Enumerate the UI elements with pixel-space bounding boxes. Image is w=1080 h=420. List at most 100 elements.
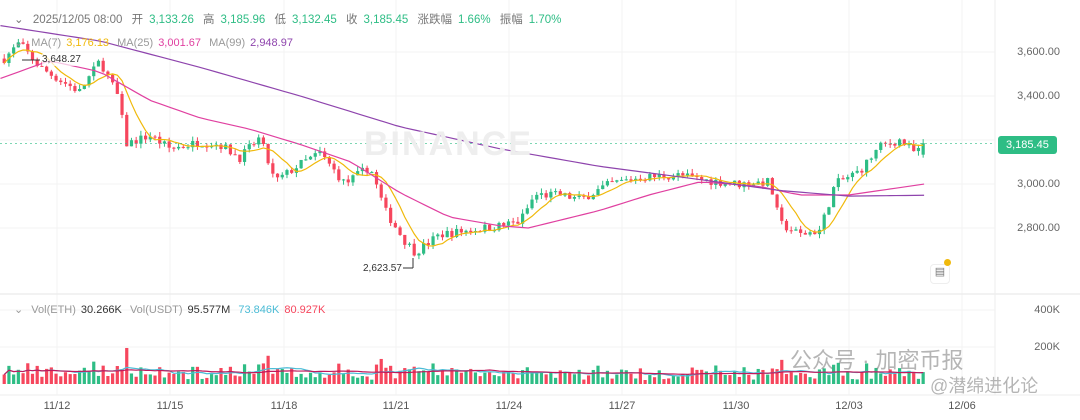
volume-bar <box>313 377 317 384</box>
date-label: 12/06 <box>948 400 976 412</box>
volume-bar <box>49 367 53 384</box>
candle-body <box>49 71 53 76</box>
candle-body <box>643 180 647 182</box>
volume-bar <box>450 368 454 384</box>
volume-bar <box>431 363 435 384</box>
volume-bar <box>327 374 331 384</box>
candle-body <box>63 82 68 84</box>
volume-bar <box>624 370 628 384</box>
volume-bar <box>30 373 35 384</box>
candle-body <box>21 42 25 44</box>
volume-bar <box>502 371 506 384</box>
overlay-watermark: 公众号 · 加密币报 <box>790 348 964 373</box>
volume-bar <box>784 374 789 384</box>
candle-body <box>652 174 657 178</box>
candle-body <box>615 180 619 182</box>
volume-bar <box>464 370 468 384</box>
volume-bar <box>657 370 661 384</box>
volume-bar <box>799 372 803 384</box>
candle-body <box>294 168 298 173</box>
volume-bar <box>582 379 586 384</box>
chevron-down-icon[interactable]: ⌄ <box>14 304 24 316</box>
candle-body <box>784 220 789 231</box>
volume-bar <box>770 368 774 384</box>
volume-bar <box>115 366 119 384</box>
candle-body <box>676 173 680 177</box>
volume-bar <box>897 368 902 384</box>
vol-usdt-value: 95.577M <box>187 304 231 316</box>
candle-body <box>228 144 233 155</box>
volume-bar <box>916 378 921 384</box>
candle-body <box>134 140 138 144</box>
notes-button[interactable]: ▤ <box>930 264 950 284</box>
volume-bar <box>459 372 463 384</box>
candle-body <box>417 253 421 256</box>
volume-bar <box>525 367 529 384</box>
volume-bar <box>723 374 727 384</box>
volume-bar <box>7 365 11 384</box>
volume-bar <box>817 369 822 384</box>
volume-bar <box>35 365 39 384</box>
volume-bar <box>308 372 313 384</box>
candle-body <box>794 229 798 231</box>
candle-body <box>832 187 836 208</box>
volume-bar <box>16 369 20 384</box>
volume-bar <box>2 374 6 384</box>
binance-watermark: BINANCE <box>364 125 533 163</box>
low-marker: 2,623.57 <box>363 263 402 274</box>
change-value: 1.66% <box>457 14 491 26</box>
volume-bar <box>370 379 374 384</box>
candle-body <box>275 173 280 178</box>
candle-body <box>657 174 661 178</box>
date-label: 11/24 <box>495 400 523 412</box>
overlay-watermark: @潜绵进化论 <box>930 376 1039 396</box>
candle-body <box>582 195 586 197</box>
volume-bar <box>63 372 68 384</box>
candle-body <box>398 227 402 235</box>
volume-bar <box>167 372 171 384</box>
volume-bar <box>766 374 770 384</box>
volume-bar <box>483 372 487 384</box>
candle-body <box>181 146 185 148</box>
candle-body <box>469 230 473 233</box>
volume-legend: ⌄ Vol(ETH) 30.266K Vol(USDT) 95.577M 73.84… <box>14 303 330 316</box>
volume-bar <box>652 377 657 384</box>
volume-bar <box>874 367 878 384</box>
candle-body <box>662 174 666 179</box>
volume-bar <box>356 377 360 384</box>
candle-body <box>638 178 643 181</box>
close-value: 3,185.45 <box>363 14 409 26</box>
vol-eth-value: 30.266K <box>80 304 122 316</box>
candle-body <box>577 195 581 198</box>
candle-body <box>723 183 727 186</box>
volume-bar <box>605 370 610 384</box>
candle-body <box>907 144 911 146</box>
candle-body <box>351 175 355 183</box>
chevron-down-icon[interactable]: ⌄ <box>14 14 24 26</box>
candle-body <box>690 173 694 176</box>
candle-body <box>530 199 534 209</box>
volume-bar <box>662 379 666 384</box>
candle-body <box>45 66 49 72</box>
volume-bar <box>214 375 218 384</box>
candle-body <box>756 181 760 185</box>
chevron-down-icon[interactable]: ⌄ <box>14 37 24 49</box>
volume-bar <box>294 376 298 384</box>
volume-bar <box>601 377 605 384</box>
volume-bar <box>455 369 459 384</box>
candle-body <box>153 136 157 138</box>
volume-axis-label: 200K <box>1034 341 1060 353</box>
candle-body <box>780 207 784 221</box>
candle-body <box>238 154 242 162</box>
volume-bar <box>643 380 647 384</box>
volume-bar <box>737 376 741 384</box>
close-label: 收 <box>345 14 358 26</box>
volume-bar <box>841 375 845 384</box>
candle-body <box>323 151 327 158</box>
candle-body <box>92 66 96 77</box>
volume-bar <box>403 368 407 384</box>
volume-bar <box>73 374 77 384</box>
open-value: 3,133.26 <box>149 14 194 26</box>
volume-bar <box>252 373 256 384</box>
